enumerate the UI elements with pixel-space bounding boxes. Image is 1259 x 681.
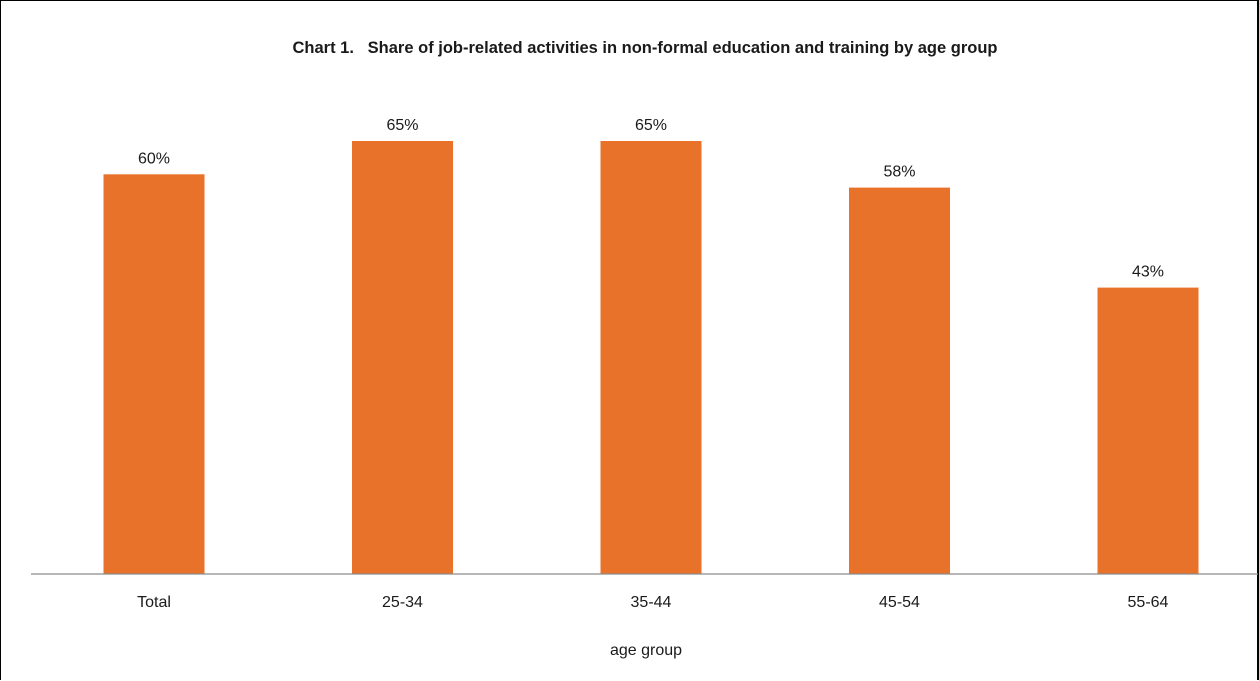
- x-tick-label-25-34: 25-34: [382, 594, 423, 611]
- data-label-35-44: 65%: [635, 117, 667, 134]
- x-tick-label-35-44: 35-44: [631, 594, 672, 611]
- data-labels-group: 60% 65% 65% 58% 43%: [138, 117, 1164, 281]
- x-tick-label-55-64: 55-64: [1128, 594, 1169, 611]
- x-tick-label-45-54: 45-54: [879, 594, 920, 611]
- x-axis-label: age group: [610, 642, 682, 659]
- bar-25-34: [352, 141, 453, 574]
- x-tick-labels-group: Total 25-34 35-44 45-54 55-64: [137, 594, 1168, 611]
- data-label-total: 60%: [138, 150, 170, 167]
- chart-title: Chart 1. Share of job-related activities…: [292, 39, 997, 57]
- bar-45-54: [849, 187, 950, 574]
- bars-group: [103, 141, 1199, 575]
- data-label-25-34: 65%: [386, 117, 418, 134]
- x-tick-label-total: Total: [137, 594, 171, 611]
- bar-35-44: [600, 141, 702, 574]
- bar-55-64: [1097, 287, 1199, 574]
- bar-total: [103, 174, 205, 575]
- data-label-45-54: 58%: [883, 164, 915, 181]
- data-label-55-64: 43%: [1132, 264, 1164, 281]
